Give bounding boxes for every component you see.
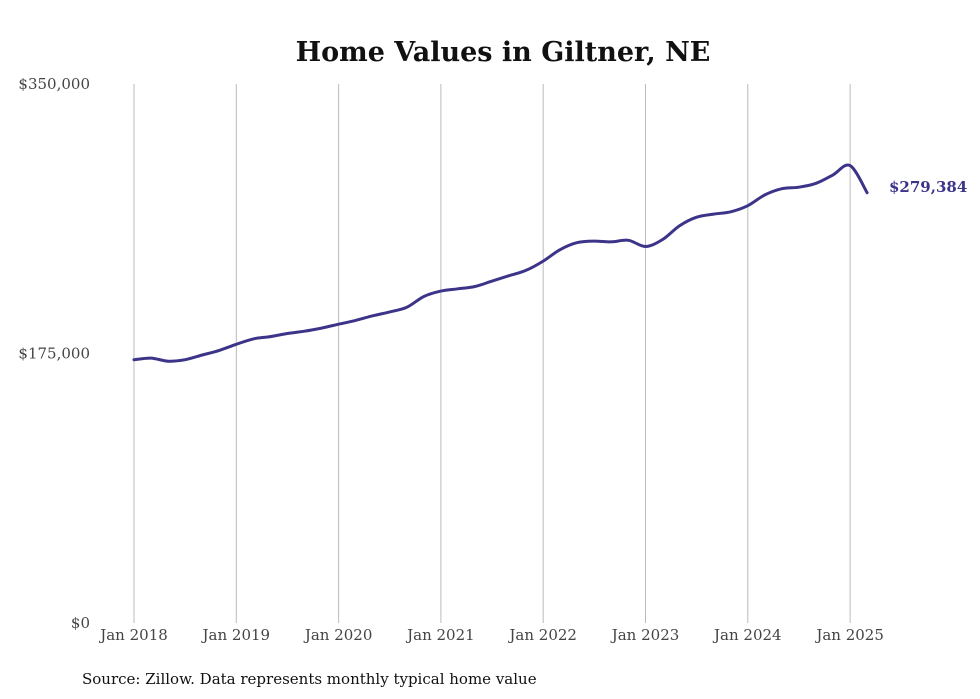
- grid-lines: [133, 84, 851, 623]
- y-tick-label: $0: [71, 614, 90, 632]
- x-tick-label: Jan 2020: [303, 626, 373, 644]
- latest-value-label: $279,384: [889, 178, 967, 196]
- x-tick-label: Jan 2018: [98, 626, 168, 644]
- x-tick-label: Jan 2024: [712, 626, 782, 644]
- y-axis-ticks: $0 $175,000 $350,000: [18, 75, 90, 632]
- x-tick-label: Jan 2022: [507, 626, 577, 644]
- home-value-line: [132, 163, 869, 363]
- chart-title: Home Values in Giltner, NE: [296, 37, 711, 68]
- x-tick-label: Jan 2021: [405, 626, 475, 644]
- x-axis-ticks: Jan 2018 Jan 2019 Jan 2020 Jan 2021 Jan 2022…: [98, 626, 884, 644]
- x-tick-label: Jan 2025: [814, 626, 884, 644]
- x-tick-label: Jan 2019: [201, 626, 271, 644]
- x-tick-label: Jan 2023: [610, 626, 680, 644]
- y-tick-label: $350,000: [18, 75, 90, 93]
- source-note: Source: Zillow. Data represents monthly …: [82, 670, 537, 688]
- y-tick-label: $175,000: [18, 345, 90, 363]
